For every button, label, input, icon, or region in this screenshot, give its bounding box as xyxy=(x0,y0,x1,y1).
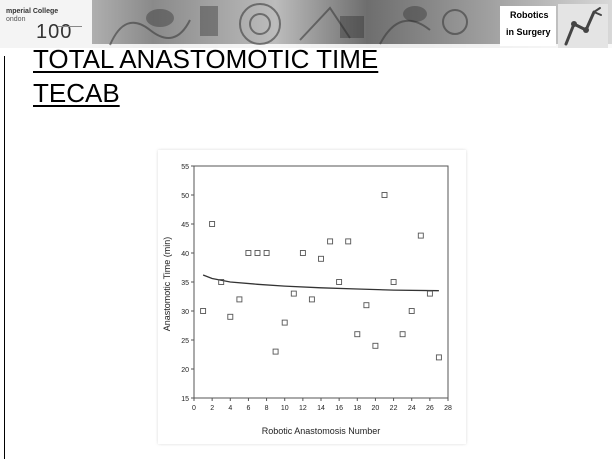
banner-title-line2: in Surgery xyxy=(506,27,551,37)
data-point xyxy=(318,255,324,262)
x-tick-label: 28 xyxy=(444,405,452,412)
y-axis-label: Anastomotic Time (min) xyxy=(162,237,172,332)
data-point xyxy=(327,238,334,245)
x-tick-label: 6 xyxy=(246,405,250,412)
x-tick-label: 20 xyxy=(372,405,380,412)
data-point xyxy=(299,250,306,256)
x-tick-label: 26 xyxy=(426,405,434,412)
y-tick-label: 20 xyxy=(181,367,189,374)
logo-100-mark: 100 xyxy=(36,21,73,43)
college-logo: mperial College ondon 100 xyxy=(0,0,92,48)
slide-left-border xyxy=(4,56,5,459)
data-point xyxy=(372,342,379,349)
data-point xyxy=(381,192,388,198)
y-tick-label: 30 xyxy=(181,309,189,316)
chart-panel: 15 20 25 30 35 40 45 50 55 0 2 4 6 8 10 12 14 16 18 20 22 24… xyxy=(158,150,466,444)
logo-college-text: mperial College xyxy=(6,8,59,15)
data-point xyxy=(426,290,433,297)
data-point xyxy=(363,302,370,309)
y-tick-label: 25 xyxy=(181,338,189,345)
data-point xyxy=(209,221,216,227)
x-tick-label: 8 xyxy=(265,405,269,412)
trend-line xyxy=(202,274,439,292)
data-point xyxy=(236,296,243,303)
x-tick-label: 14 xyxy=(317,405,325,412)
data-point xyxy=(345,238,352,245)
y-tick-label: 55 xyxy=(181,164,189,171)
x-tick-label: 4 xyxy=(228,405,232,412)
data-point xyxy=(245,250,252,256)
x-tick-label: 2 xyxy=(210,405,214,412)
x-tick-label: 16 xyxy=(335,405,343,412)
y-tick-label: 40 xyxy=(181,251,189,258)
data-point xyxy=(281,319,288,326)
data-point xyxy=(263,250,270,256)
slide-title-line2: TECAB xyxy=(33,78,120,108)
data-point xyxy=(354,331,361,338)
banner-title-line1: Robotics xyxy=(510,10,549,20)
data-point xyxy=(336,279,343,285)
banner-title: Robotics in Surgery xyxy=(500,6,556,46)
data-point xyxy=(200,308,207,314)
y-tick-label: 15 xyxy=(181,396,189,403)
robot-arm-icon xyxy=(558,4,608,48)
data-point xyxy=(390,279,397,285)
x-axis-label: Robotic Anastomosis Number xyxy=(262,426,381,436)
data-point xyxy=(254,250,261,256)
header-banner: mperial College ondon 100 Robotics in Su… xyxy=(0,0,612,58)
data-point xyxy=(417,232,424,239)
x-axis-ticks: 0 2 4 6 8 10 12 14 16 18 20 22 24 26 28 xyxy=(192,398,452,412)
slide-title: TOTAL ANASTOMOTIC TIME TECAB xyxy=(33,42,378,110)
logo-rule xyxy=(58,26,82,27)
data-point xyxy=(435,354,442,361)
slide-title-line1: TOTAL ANASTOMOTIC TIME xyxy=(33,44,379,74)
y-tick-label: 45 xyxy=(181,222,189,229)
data-point xyxy=(227,313,234,320)
logo-london-text: ondon xyxy=(6,16,26,23)
x-tick-label: 18 xyxy=(353,405,361,412)
y-axis-ticks: 15 20 25 30 35 40 45 50 55 xyxy=(181,164,194,403)
data-point xyxy=(218,279,225,285)
data-point xyxy=(399,331,406,338)
x-tick-label: 12 xyxy=(299,405,307,412)
data-points xyxy=(200,192,442,361)
data-point xyxy=(408,308,415,314)
x-tick-label: 22 xyxy=(390,405,398,412)
data-point xyxy=(290,290,297,297)
y-tick-label: 50 xyxy=(181,193,189,200)
data-point xyxy=(272,348,279,355)
x-tick-label: 0 xyxy=(192,405,196,412)
data-point xyxy=(308,296,315,303)
x-tick-label: 24 xyxy=(408,405,416,412)
y-tick-label: 35 xyxy=(181,280,189,287)
x-tick-label: 10 xyxy=(281,405,289,412)
